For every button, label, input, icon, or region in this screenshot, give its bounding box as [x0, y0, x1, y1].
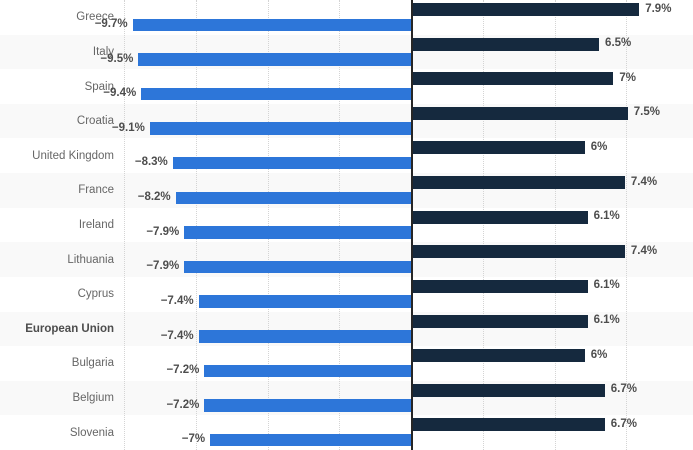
- positive-bar[interactable]: [412, 106, 628, 120]
- country-label: Belgium: [72, 392, 114, 405]
- negative-value-label: −9.5%: [100, 52, 134, 65]
- gridline: [195, 0, 197, 450]
- positive-value-label: 7.9%: [645, 2, 672, 15]
- country-label: Ireland: [78, 218, 114, 231]
- positive-bar[interactable]: [412, 314, 588, 328]
- negative-bar[interactable]: [198, 330, 411, 343]
- negative-bar[interactable]: [184, 260, 411, 274]
- negative-bar[interactable]: [175, 191, 411, 205]
- negative-value-label: −7.2%: [166, 398, 200, 411]
- negative-bar[interactable]: [198, 295, 411, 308]
- positive-value-label: 6.5%: [605, 37, 632, 50]
- positive-value-label: 7.5%: [633, 106, 660, 119]
- positive-value-label: 6.1%: [593, 314, 620, 327]
- country-label: Spain: [84, 80, 114, 93]
- positive-value-label: 6.7%: [610, 417, 637, 430]
- country-label: Slovenia: [69, 426, 114, 439]
- negative-bar[interactable]: [210, 433, 411, 447]
- positive-bar[interactable]: [412, 418, 605, 432]
- country-label: European Union: [25, 322, 114, 335]
- country-label: Bulgaria: [71, 357, 114, 370]
- negative-value-label: −7.9%: [146, 260, 180, 273]
- zero-axis-line: [411, 0, 413, 450]
- negative-value-label: −7.4%: [160, 294, 194, 307]
- negative-bar[interactable]: [184, 226, 411, 239]
- positive-value-label: 6.1%: [593, 210, 620, 223]
- country-label: Cyprus: [77, 288, 114, 301]
- negative-value-label: −7%: [181, 433, 206, 446]
- negative-bar[interactable]: [149, 122, 411, 135]
- negative-bar[interactable]: [138, 53, 411, 66]
- negative-bar[interactable]: [141, 87, 411, 101]
- gridline: [554, 0, 556, 450]
- negative-value-label: −9.4%: [103, 87, 137, 100]
- negative-value-label: −8.3%: [134, 156, 168, 169]
- country-label: France: [78, 184, 114, 197]
- positive-value-label: 7.4%: [630, 244, 658, 257]
- negative-bar[interactable]: [204, 364, 411, 378]
- country-label: United Kingdom: [32, 149, 114, 162]
- positive-value-label: 7%: [619, 71, 637, 84]
- gridline: [626, 0, 628, 450]
- negative-bar[interactable]: [132, 18, 411, 31]
- negative-bar[interactable]: [204, 399, 411, 412]
- positive-value-label: 6%: [590, 140, 608, 153]
- positive-bar[interactable]: [412, 279, 588, 293]
- positive-bar[interactable]: [412, 245, 625, 259]
- gridline: [124, 0, 125, 450]
- negative-value-label: −7.9%: [146, 225, 180, 238]
- negative-value-label: −7.2%: [166, 364, 200, 377]
- negative-value-label: −8.2%: [137, 191, 171, 204]
- country-label: Italy: [92, 45, 114, 58]
- negative-value-label: −9.7%: [94, 18, 128, 30]
- positive-bar[interactable]: [412, 349, 585, 363]
- gridline: [482, 0, 484, 450]
- positive-bar[interactable]: [412, 37, 600, 51]
- country-label: Greece: [76, 11, 114, 24]
- positive-value-label: 6%: [590, 348, 608, 361]
- negative-value-label: −9.1%: [111, 121, 145, 134]
- negative-bar[interactable]: [172, 156, 411, 170]
- negative-value-label: −7.4%: [160, 329, 194, 342]
- positive-value-label: 6.1%: [593, 279, 620, 292]
- positive-bar[interactable]: [412, 210, 588, 224]
- positive-bar[interactable]: [412, 176, 625, 190]
- positive-bar[interactable]: [412, 3, 640, 16]
- gridline: [267, 0, 269, 450]
- gridline: [339, 0, 341, 450]
- positive-value-label: 6.7%: [610, 383, 637, 396]
- positive-bar[interactable]: [412, 141, 585, 155]
- country-label: Lithuania: [67, 253, 114, 266]
- positive-value-label: 7.4%: [630, 175, 658, 188]
- positive-bar[interactable]: [412, 72, 614, 86]
- positive-bar[interactable]: [412, 383, 605, 397]
- country-label: Croatia: [76, 115, 114, 128]
